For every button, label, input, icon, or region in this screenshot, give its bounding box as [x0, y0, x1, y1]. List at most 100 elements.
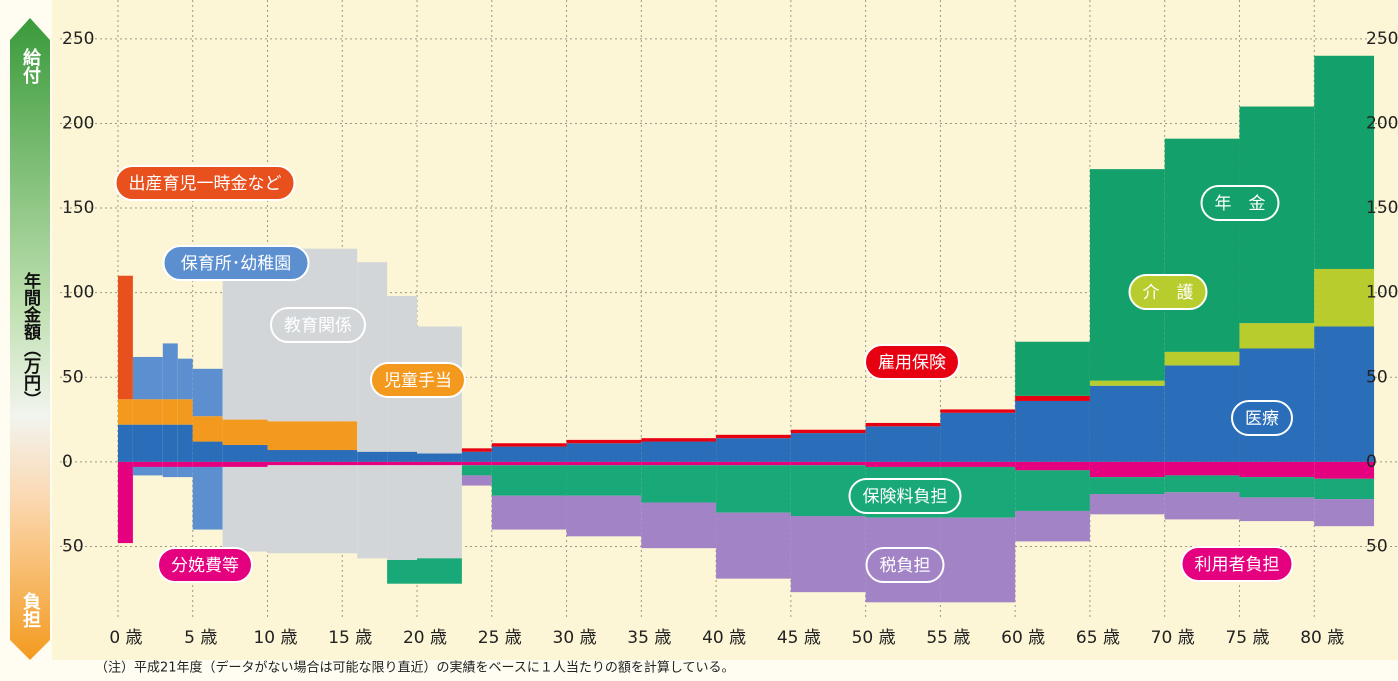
bar-segment — [193, 442, 223, 462]
bar-segment — [163, 425, 178, 462]
bar-segment — [357, 262, 387, 452]
y-tick-label: 50 — [62, 536, 84, 556]
bar-segment — [417, 453, 462, 461]
bar-segment — [267, 450, 357, 462]
bar-segment — [492, 443, 567, 446]
series-label: 分娩費等 — [171, 556, 239, 576]
bar-segment — [133, 425, 163, 462]
bar-segment — [1239, 323, 1314, 348]
bar-segment — [1165, 139, 1240, 352]
bar-segment — [940, 518, 1015, 603]
bar-segment — [387, 465, 417, 560]
x-tick-label: 70 歳 — [1151, 628, 1195, 648]
y-tick-label: 50 — [62, 367, 84, 387]
bar-segment — [1090, 381, 1165, 386]
x-tick-label: 60 歳 — [1001, 628, 1045, 648]
x-tick-label: 0 歳 — [109, 628, 142, 648]
bar-segment — [133, 467, 163, 475]
bar-segment — [716, 435, 791, 438]
bar-segment — [940, 409, 1015, 412]
bar-segment — [940, 413, 1015, 462]
bar-segment — [1015, 511, 1090, 541]
bar-segment — [866, 426, 941, 462]
bar-segment — [357, 452, 387, 462]
bar-segment — [567, 440, 642, 443]
y-tick-label-right: 0 — [1366, 452, 1377, 472]
bar-segment — [193, 416, 223, 441]
bar-segment — [1090, 494, 1165, 514]
bar-segment — [417, 465, 462, 558]
bar-segment — [357, 462, 387, 465]
x-tick-label: 45 歳 — [777, 628, 821, 648]
bar-segment — [1090, 477, 1165, 494]
x-tick-label: 20 歳 — [403, 628, 447, 648]
x-tick-label: 15 歳 — [328, 628, 372, 648]
bar-segment — [940, 462, 1015, 467]
bar-segment — [417, 558, 462, 583]
bar-segment — [1239, 477, 1314, 497]
bar-segment — [492, 496, 567, 530]
y-label: 年間金額（万円） — [20, 271, 42, 408]
x-tick-label: 35 歳 — [627, 628, 671, 648]
bar-segment — [791, 430, 866, 433]
series-label: 出産育児一時金など — [129, 174, 282, 194]
bar-segment — [163, 467, 178, 477]
series-label: 介 護 — [1143, 283, 1194, 303]
bar-segment — [267, 421, 357, 450]
y-tick-label-right: 50 — [1366, 367, 1388, 387]
series-label: 年 金 — [1215, 194, 1266, 214]
bar-segment — [267, 465, 357, 553]
series-label: 教育関係 — [284, 316, 352, 336]
bar-segment — [267, 462, 357, 465]
bar-segment — [1165, 365, 1240, 461]
y-label-top: 給付 — [20, 47, 41, 85]
y-tick-label: 0 — [62, 452, 73, 472]
bar-segment — [1314, 56, 1374, 269]
bar-segment — [567, 462, 642, 465]
bar-segment — [462, 475, 492, 485]
y-tick-label-right: 100 — [1366, 283, 1398, 303]
bar-segment — [1239, 497, 1314, 521]
bar-segment — [193, 467, 223, 530]
bar-segment — [193, 462, 223, 467]
series-label: 保育所･幼稚園 — [181, 254, 292, 274]
bar-segment — [133, 357, 163, 399]
bar-segment — [1165, 352, 1240, 366]
bar-segment — [387, 462, 417, 465]
bar-segment — [567, 465, 642, 495]
x-tick-label: 10 歳 — [253, 628, 297, 648]
bar-segment — [223, 445, 268, 462]
bar-segment — [118, 276, 133, 400]
note: （注）平成21年度（データがない場合は可能な限り直近）の実績をベースに１人当たり… — [95, 660, 735, 676]
bar-segment — [462, 448, 492, 451]
bar-segment — [716, 462, 791, 465]
bar-segment — [567, 496, 642, 537]
bar-segment — [178, 425, 193, 462]
bar-segment — [163, 462, 178, 467]
bar-segment — [791, 433, 866, 462]
bar-segment — [641, 465, 716, 502]
y-tick-label: 250 — [62, 29, 94, 49]
x-tick-label: 40 歳 — [702, 628, 746, 648]
bar-segment — [118, 462, 133, 543]
bar-segment — [866, 423, 941, 426]
y-tick-label-right: 250 — [1366, 29, 1398, 49]
y-label-bottom: 負担 — [20, 591, 41, 628]
bar-segment — [791, 516, 866, 592]
bar-segment — [492, 465, 567, 495]
y-tick-label-right: 50 — [1366, 536, 1388, 556]
bar-segment — [417, 462, 462, 465]
bar-segment — [1090, 386, 1165, 462]
bar-segment — [193, 369, 223, 416]
bar-segment — [641, 442, 716, 462]
y-tick-label: 200 — [62, 113, 94, 133]
x-tick-label: 30 歳 — [553, 628, 597, 648]
bar-segment — [1165, 475, 1240, 492]
bar-segment — [1239, 462, 1314, 477]
bar-segment — [492, 462, 567, 465]
bar-segment — [387, 452, 417, 462]
bar-segment — [178, 467, 193, 477]
bar-segment — [462, 465, 492, 475]
series-label: 医療 — [1245, 409, 1279, 429]
bar-segment — [178, 462, 193, 467]
